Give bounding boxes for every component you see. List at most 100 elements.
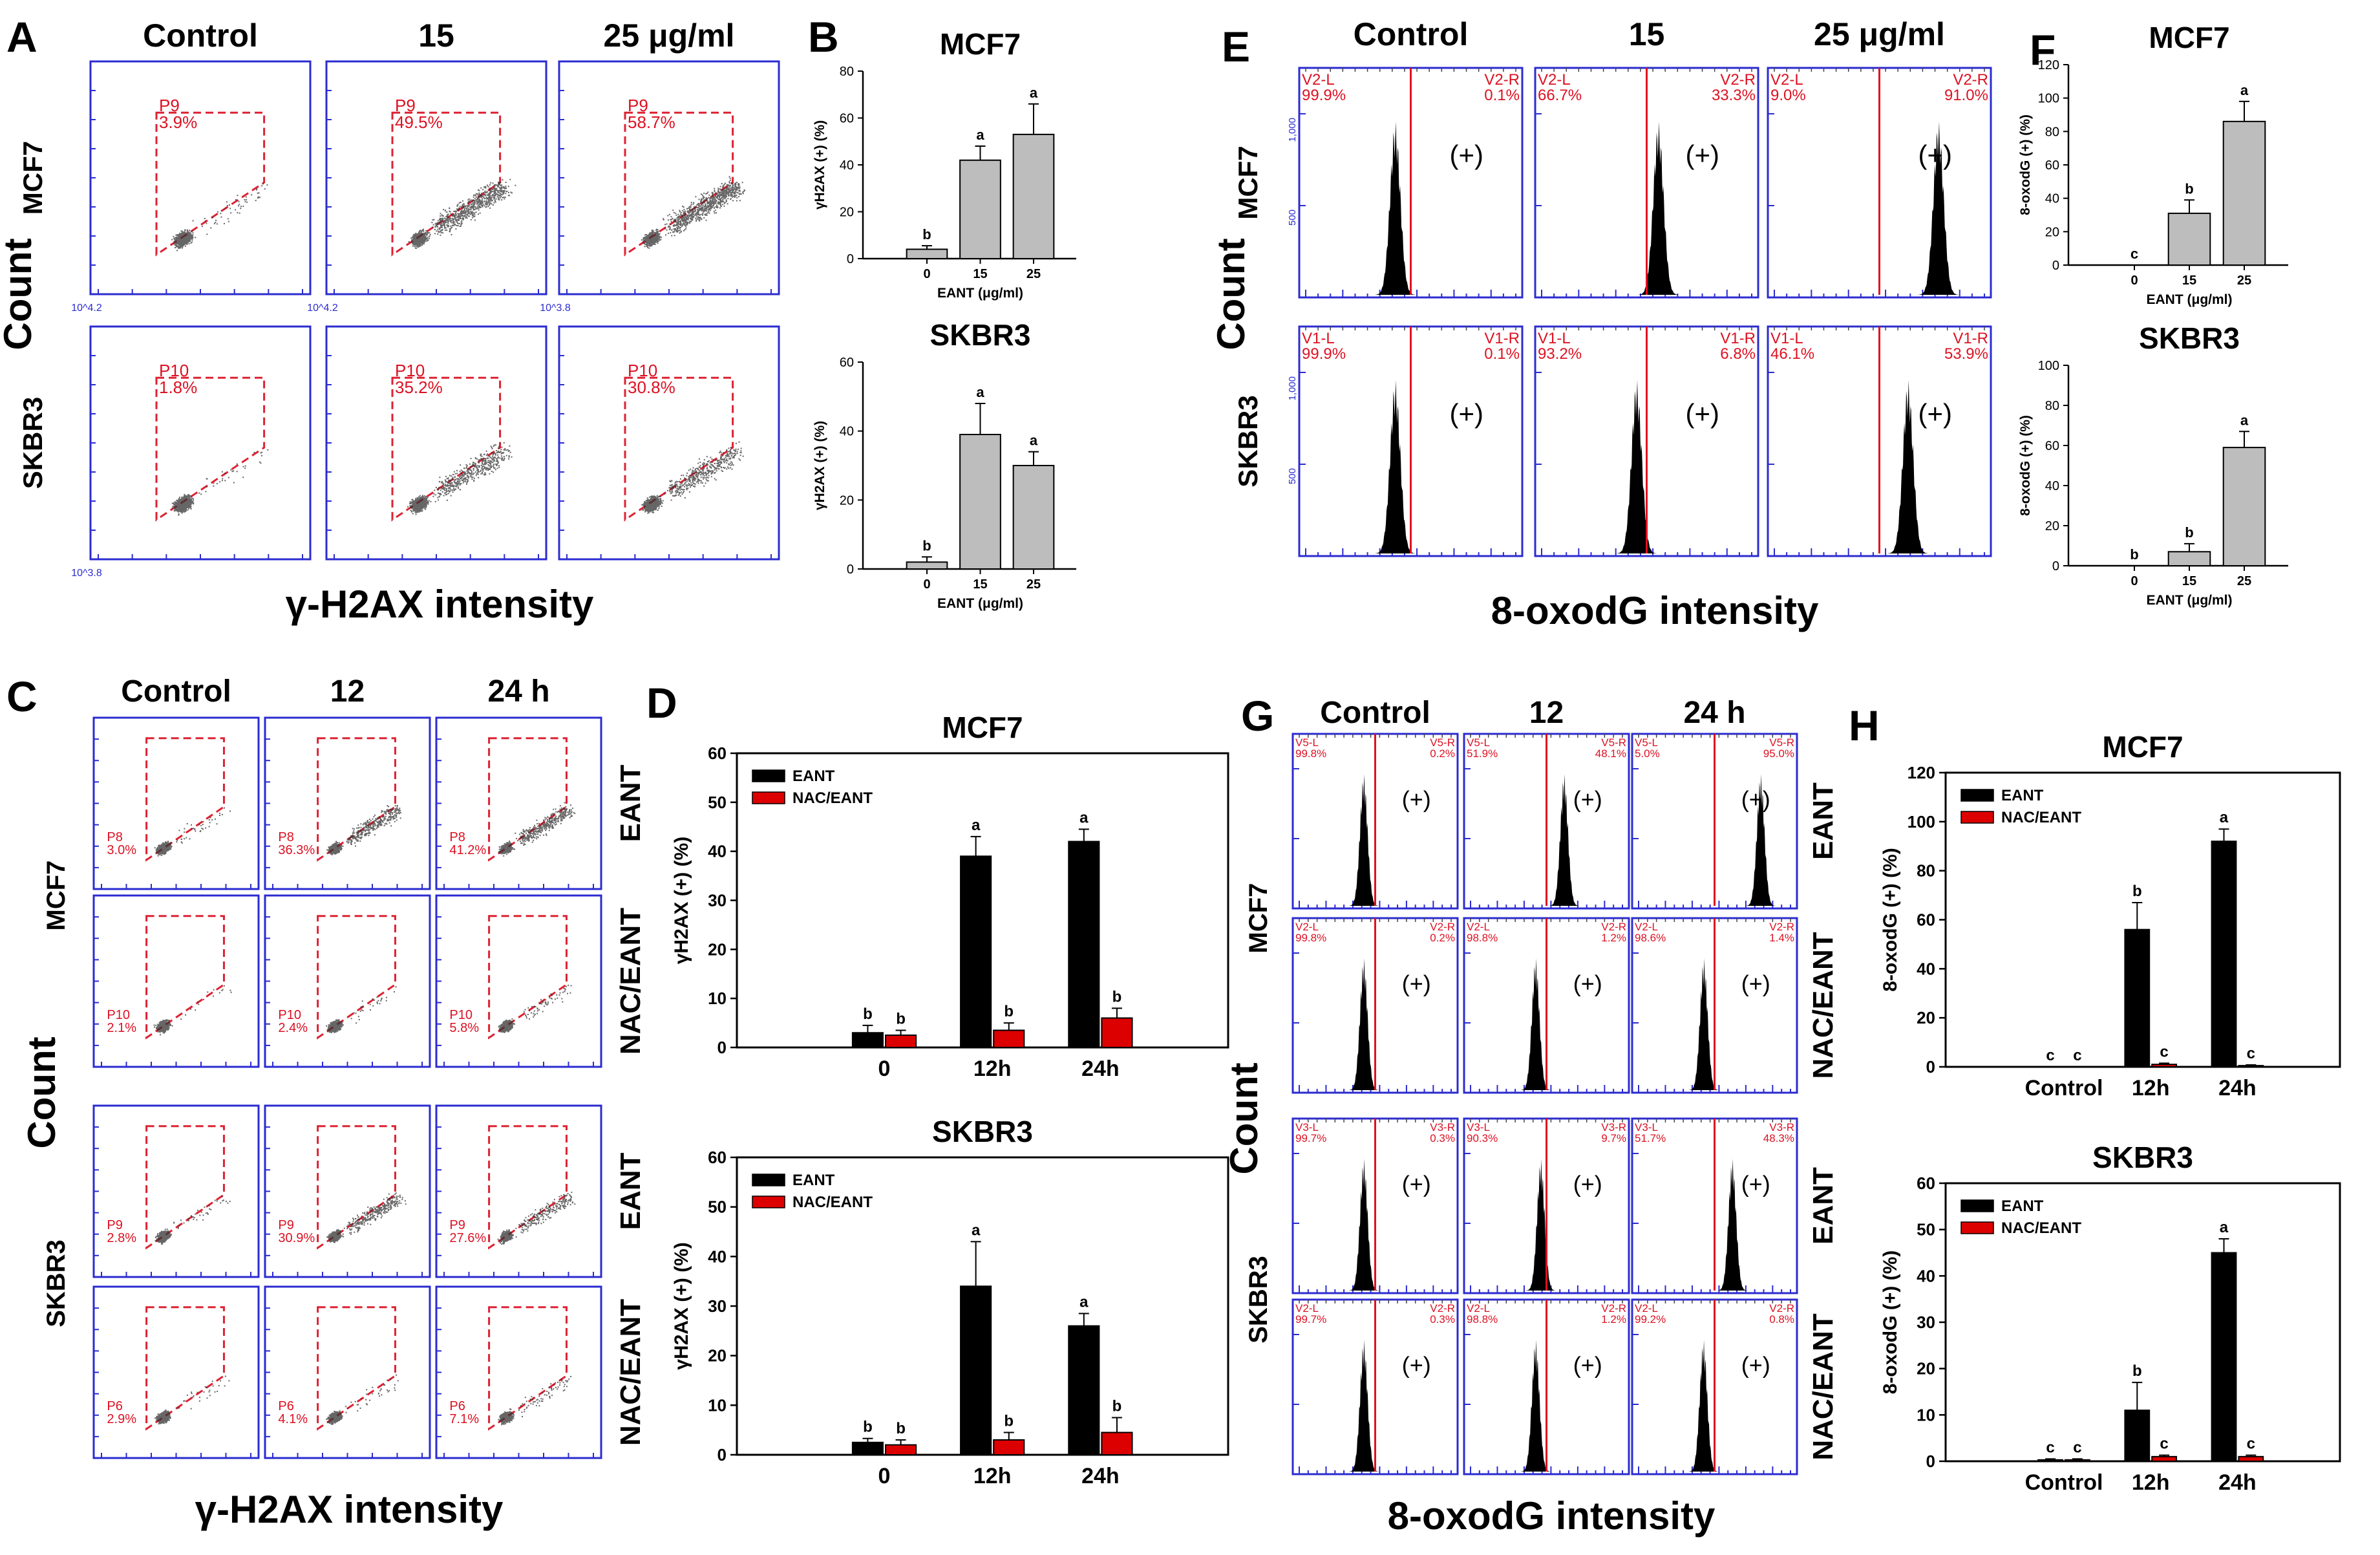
gate-name: P8 xyxy=(278,830,293,844)
y-tick-label: 10 xyxy=(708,989,727,1008)
bar-eant xyxy=(1068,1325,1100,1456)
left-gate-percent: 51.7% xyxy=(1635,1132,1666,1144)
positive-marker: (+) xyxy=(1741,786,1770,812)
histogram-peak xyxy=(1549,774,1579,906)
dot-plot: P62.9% xyxy=(92,1285,260,1459)
x-tick-label: 0 xyxy=(923,577,930,592)
histogram-plot: V2-L99.8% V2-R0.2% (+) xyxy=(1291,917,1459,1094)
y-axis-label: 8-oxodG (+) (%) xyxy=(1880,848,1901,992)
bar xyxy=(959,159,1001,259)
right-gate-name: V2-R xyxy=(1430,921,1455,933)
right-gate-percent: 0.8% xyxy=(1769,1313,1794,1325)
right-gate-name: V1-R xyxy=(1484,330,1520,347)
gate-polygon xyxy=(488,1125,568,1250)
bar-nac-eant xyxy=(2238,1065,2264,1067)
grouped-bar-chart-H1: 0 20 40 60 80 100 120 c c Control b c 12h a c 24h EANT NA… xyxy=(1880,730,2341,1100)
significance-letter: c xyxy=(2247,1045,2255,1062)
left-gate-name: V1-L xyxy=(1302,330,1335,347)
panel-e-cell-line: SKBR3 xyxy=(1233,395,1263,487)
event-dots xyxy=(326,805,401,855)
legend-swatch xyxy=(752,1174,785,1186)
panel-g-treatment: EANT xyxy=(1807,782,1839,860)
significance-letter: a xyxy=(972,1221,981,1239)
left-gate-name: V1-L xyxy=(1538,330,1571,347)
gate-name: P9 xyxy=(159,96,180,115)
positive-marker: (+) xyxy=(1402,1170,1431,1197)
panel-c-treatment: EANT xyxy=(615,1152,646,1230)
panel-letter-A: A xyxy=(6,13,37,61)
histogram-peak xyxy=(1375,121,1416,295)
histogram-peak xyxy=(1617,380,1657,553)
left-gate-name: V2-L xyxy=(1295,921,1319,933)
right-gate-name: V2-R xyxy=(1769,1302,1794,1314)
right-gate-name: V2-R xyxy=(1720,71,1756,89)
event-dots xyxy=(326,1192,407,1243)
bar-chart-F1: 0 20 40 60 80 100 120 c 0 b 15 a 25 EANT (μg/ml) 8-oxo… xyxy=(2018,21,2288,307)
left-gate-percent: 99.9% xyxy=(1302,345,1346,363)
bar-eant xyxy=(960,1285,992,1456)
panel-e-header: 25 μg/ml xyxy=(1814,16,1945,52)
bar-nac-eant xyxy=(2238,1455,2264,1462)
panel-a-cell-line: MCF7 xyxy=(17,141,48,215)
y-tick-label: 0 xyxy=(847,252,854,266)
y-tick-label: 60 xyxy=(2045,439,2059,453)
event-dots xyxy=(498,802,576,857)
bar-eant xyxy=(2211,841,2237,1067)
right-gate-percent: 0.1% xyxy=(1484,87,1520,104)
histogram-peak xyxy=(1918,121,1959,295)
significance-letter: c xyxy=(2046,1047,2054,1064)
bar-eant xyxy=(851,1441,884,1455)
gate-name: P6 xyxy=(278,1399,293,1413)
y-tick-label: 500 xyxy=(1287,209,1298,226)
left-gate-percent: 99.9% xyxy=(1302,87,1346,104)
axis-start-label: 10^3.8 xyxy=(540,303,571,314)
chart-title: MCF7 xyxy=(2102,730,2183,764)
positive-marker: (+) xyxy=(1573,1170,1602,1197)
bar xyxy=(1012,465,1055,570)
bar-nac-eant xyxy=(1101,1432,1133,1455)
panel-e-header: 15 xyxy=(1629,16,1665,52)
y-axis-label: 8-oxodG (+) (%) xyxy=(1880,1250,1901,1395)
right-gate-percent: 0.2% xyxy=(1430,747,1455,760)
right-gate-name: V2-R xyxy=(1484,71,1520,89)
gate-percent: 5.8% xyxy=(449,1021,479,1035)
right-gate-name: V1-R xyxy=(1720,330,1756,347)
right-gate-percent: 95.0% xyxy=(1763,747,1794,760)
event-dots xyxy=(153,985,232,1036)
gate-name: P9 xyxy=(107,1218,122,1232)
significance-letter: c xyxy=(2247,1435,2255,1453)
gate-percent: 41.2% xyxy=(449,843,486,857)
panel-g-cell-line: MCF7 xyxy=(1244,883,1273,954)
positive-marker: (+) xyxy=(1573,1351,1602,1378)
panel-g-count-label: Count xyxy=(1222,1062,1266,1174)
right-gate-name: V3-R xyxy=(1601,1121,1626,1133)
panel-c-treatment: NAC/EANT xyxy=(615,1299,646,1446)
left-gate-percent: 46.1% xyxy=(1770,345,1814,363)
panel-c-count-label: Count xyxy=(20,1036,63,1148)
left-gate-name: V2-L xyxy=(1635,921,1658,933)
significance-letter: b xyxy=(863,1005,873,1023)
histogram-plot: V2-L99.2% V2-R0.8% (+) xyxy=(1631,1298,1798,1475)
histogram-plot: V3-L51.7% V3-R48.3% (+) xyxy=(1631,1117,1798,1294)
significance-letter: b xyxy=(1112,1398,1122,1415)
y-tick-label: 0 xyxy=(717,1038,727,1057)
y-tick-label: 60 xyxy=(708,1148,727,1167)
left-gate-percent: 5.0% xyxy=(1635,747,1660,760)
gate-name: P10 xyxy=(278,1008,301,1022)
legend-swatch xyxy=(752,1196,785,1208)
panel-letter-C: C xyxy=(6,672,37,720)
histogram-plot: V2-L98.6% V2-R1.4% (+) xyxy=(1631,917,1798,1094)
plot-frame xyxy=(89,60,312,295)
panel-c-header: 24 h xyxy=(487,674,549,709)
chart-title: MCF7 xyxy=(942,711,1023,744)
bar xyxy=(906,248,948,259)
event-dots xyxy=(326,1374,399,1425)
significance-letter: c xyxy=(2130,246,2138,262)
histogram-plot: V3-L99.7% V3-R0.3% (+) xyxy=(1291,1117,1459,1294)
x-tick-label: 24h xyxy=(2218,1076,2257,1100)
